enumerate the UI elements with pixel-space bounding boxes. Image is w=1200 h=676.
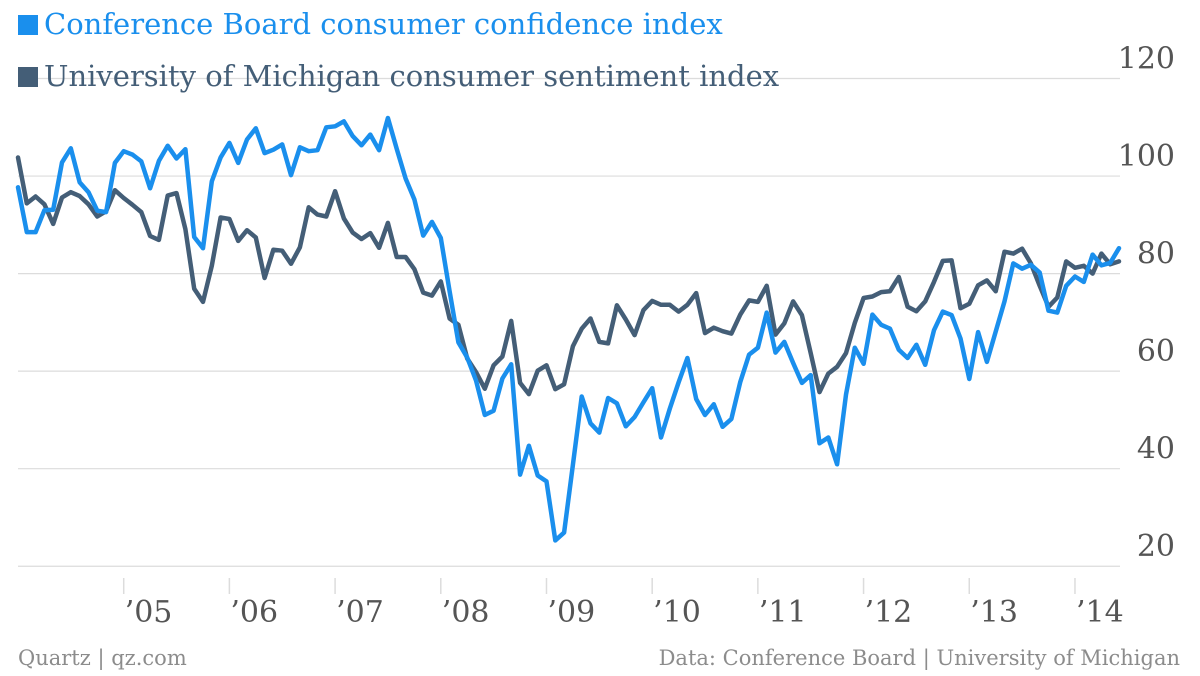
x-axis-tick-marks	[122, 578, 1076, 594]
footer-source-credit: Quartz | qz.com	[18, 646, 187, 670]
y-tick-label-40: 40	[1137, 432, 1175, 467]
x-axis-tick-labels: ’05 ’06 ’07 ’08 ’09 ’10 ’11 ’12 ’13 ’14	[125, 595, 1124, 630]
x-tick-label-4: ’09	[547, 595, 595, 630]
y-axis-tick-labels: 120 100 80 60 40 20	[1118, 42, 1175, 565]
x-tick-label-7: ’12	[865, 595, 913, 630]
x-tick-label-5: ’10	[653, 595, 701, 630]
x-tick-label-1: ’06	[230, 595, 278, 630]
x-tick-label-8: ’13	[970, 595, 1018, 630]
gridlines	[18, 77, 1120, 567]
y-tick-label-80: 80	[1137, 237, 1175, 272]
x-tick-label-3: ’08	[442, 595, 490, 630]
legend-label: University of Michigan consumer sentimen…	[44, 59, 780, 93]
legend-label: Conference Board consumer confidence ind…	[44, 7, 723, 41]
x-tick-label-0: ’05	[125, 595, 173, 630]
y-tick-label-100: 100	[1118, 139, 1175, 174]
x-tick-label-6: ’11	[759, 595, 807, 630]
x-tick-label-9: ’14	[1076, 595, 1124, 630]
footer-data-credit: Data: Conference Board | University of M…	[658, 646, 1180, 670]
legend-swatch	[18, 67, 38, 87]
x-tick-label-2: ’07	[336, 595, 384, 630]
series-line-1	[15, 155, 1122, 397]
y-tick-label-20: 20	[1137, 529, 1175, 564]
legend-item-conference-board: Conference Board consumer confidence ind…	[18, 7, 723, 41]
legend-swatch	[18, 15, 38, 35]
series-line-0	[15, 115, 1122, 543]
legend-item-university-of-michigan: University of Michigan consumer sentimen…	[18, 59, 779, 93]
y-tick-label-120: 120	[1118, 42, 1175, 77]
series-lines	[15, 115, 1122, 543]
y-tick-label-60: 60	[1137, 334, 1175, 369]
